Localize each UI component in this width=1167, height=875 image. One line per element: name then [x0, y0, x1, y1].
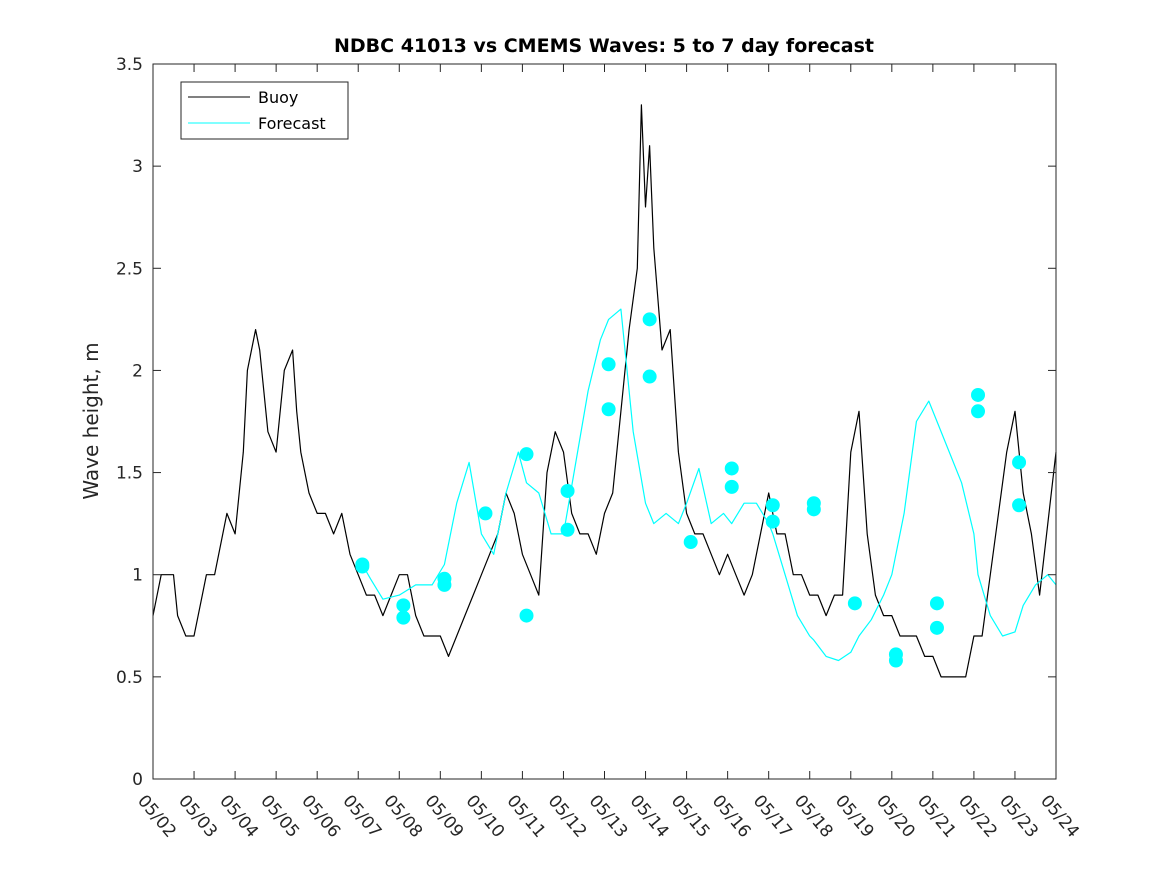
forecast-marker — [519, 608, 534, 623]
forecast-marker — [396, 598, 411, 613]
y-tick-label: 1 — [132, 566, 143, 586]
y-axis: 0 0.5 1 1.5 2 2.5 3 3.5 — [116, 55, 1056, 790]
forecast-marker — [437, 577, 452, 592]
y-tick-label: 2.5 — [116, 259, 143, 279]
forecast-marker — [847, 596, 862, 611]
forecast-marker — [560, 483, 575, 498]
forecast-marker — [971, 387, 986, 402]
y-tick-label: 3.5 — [116, 55, 143, 75]
y-tick-label: 3 — [132, 157, 143, 177]
forecast-marker — [560, 522, 575, 537]
forecast-marker — [683, 535, 698, 550]
y-tick-label: 0.5 — [116, 668, 143, 688]
legend-forecast-label: Forecast — [258, 114, 326, 133]
forecast-marker — [355, 559, 370, 574]
y-tick-label: 2 — [132, 361, 143, 381]
forecast-marker — [888, 653, 903, 668]
forecast-marker — [478, 506, 493, 521]
forecast-marker — [929, 596, 944, 611]
forecast-marker — [1012, 455, 1027, 470]
legend-box — [180, 81, 349, 140]
series-line-forecast — [361, 308, 1057, 662]
y-axis-label: Wave height, m — [79, 342, 103, 499]
y-tick-label: 0 — [132, 770, 143, 790]
legend-buoy-label: Buoy — [258, 88, 298, 107]
y-tick-label: 1.5 — [116, 464, 143, 484]
forecast-marker — [724, 479, 739, 494]
plot-area — [152, 104, 1057, 678]
forecast-marker — [806, 502, 821, 517]
forecast-marker — [642, 369, 657, 384]
forecast-marker — [971, 404, 986, 419]
forecast-marker — [601, 402, 616, 417]
forecast-marker — [601, 357, 616, 372]
forecast-marker — [765, 514, 780, 529]
forecast-marker — [765, 498, 780, 513]
forecast-marker — [929, 620, 944, 635]
forecast-marker — [1012, 498, 1027, 513]
forecast-marker — [642, 312, 657, 327]
legend: Buoy Forecast — [180, 81, 349, 140]
forecast-marker — [724, 461, 739, 476]
forecast-marker — [519, 447, 534, 462]
series-line-buoy — [152, 104, 1057, 678]
chart-title: NDBC 41013 vs CMEMS Waves: 5 to 7 day fo… — [334, 35, 874, 57]
forecast-marker — [396, 610, 411, 625]
